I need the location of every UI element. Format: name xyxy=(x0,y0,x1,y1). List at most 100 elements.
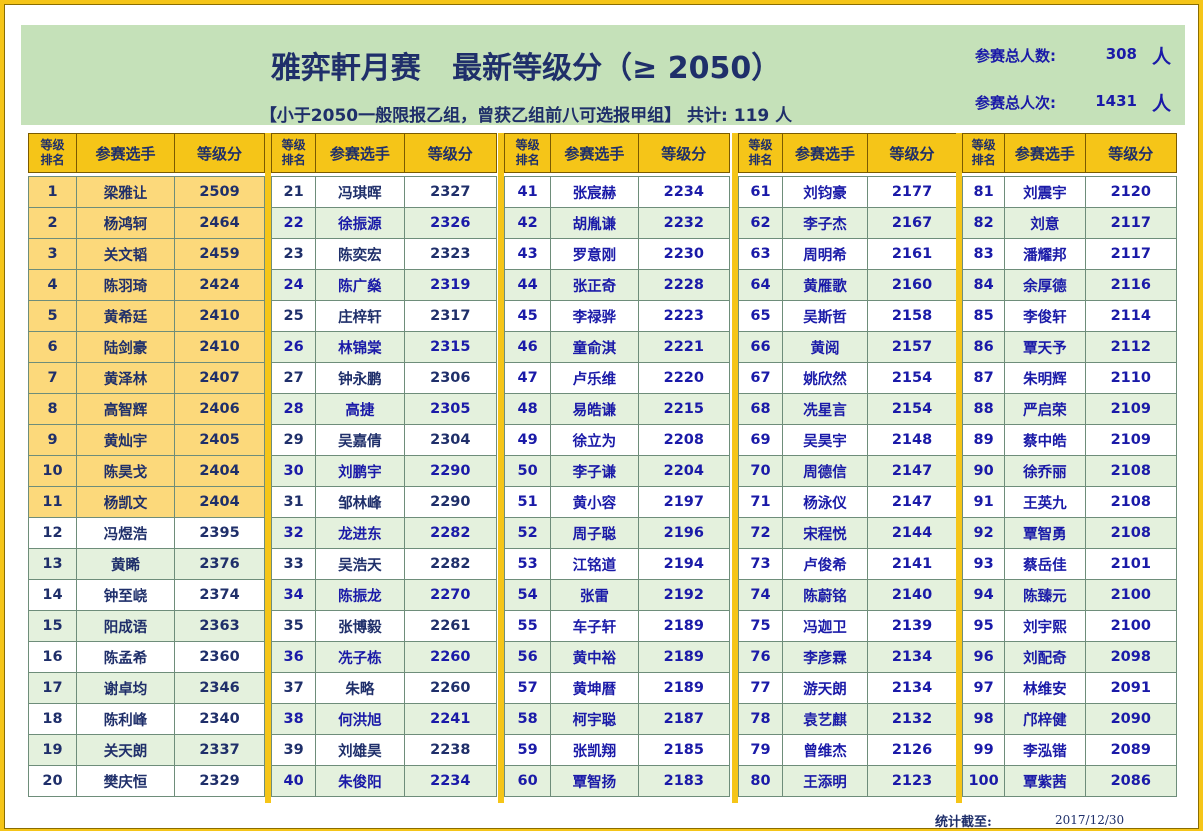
table-row: 71 杨泳仪 2147 xyxy=(738,486,957,518)
player-name-cell: 关天朗 xyxy=(76,734,175,766)
table-header-row: 等级 排名 参赛选手 等级分 xyxy=(503,133,731,173)
ranking-column-1: 等级 排名 参赛选手 等级分 1 梁雅让 2509 2 杨鸿轲 2464 3 关文韬 2459 4 陈羽琦 2… xyxy=(28,133,265,797)
rating-cell: 2160 xyxy=(867,269,957,301)
rating-cell: 2086 xyxy=(1084,765,1178,797)
rank-cell: 34 xyxy=(270,579,317,611)
table-row: 21 冯琪晖 2327 xyxy=(270,176,498,208)
rank-cell: 30 xyxy=(270,455,317,487)
rating-cell: 2189 xyxy=(637,672,731,704)
player-name-cell: 邝梓健 xyxy=(1004,703,1086,735)
rating-cell: 2306 xyxy=(403,362,498,394)
rating-cell: 2110 xyxy=(1084,362,1178,394)
rank-cell: 56 xyxy=(503,641,552,673)
ranking-table: 等级 排名 参赛选手 等级分 21 冯琪晖 2327 22 徐振源 2326 23 陈奕宏 2323 24… xyxy=(270,133,498,797)
player-name-cell: 冼星言 xyxy=(782,393,868,425)
player-name-cell: 冯煜浩 xyxy=(76,517,175,549)
table-row: 43 罗意刚 2230 xyxy=(503,238,731,270)
rank-cell: 44 xyxy=(503,269,552,301)
player-name-cell: 林锦棠 xyxy=(315,331,405,363)
rank-cell: 23 xyxy=(270,238,317,270)
ranking-table: 等级 排名 参赛选手 等级分 1 梁雅让 2509 2 杨鸿轲 2464 3 关文韬 2459 4 陈羽琦 2… xyxy=(28,133,265,797)
rating-cell: 2337 xyxy=(174,734,265,766)
table-row: 35 张博毅 2261 xyxy=(270,610,498,642)
player-name-cell: 张宸赫 xyxy=(550,176,639,208)
rank-cell: 5 xyxy=(28,300,77,332)
rating-cell: 2090 xyxy=(1084,703,1178,735)
table-row: 45 李禄骅 2223 xyxy=(503,300,731,332)
header-spacer xyxy=(504,172,730,177)
player-name-cell: 易皓谦 xyxy=(550,393,639,425)
table-row: 58 柯宇聪 2187 xyxy=(503,703,731,735)
table-row: 97 林维安 2091 xyxy=(961,672,1178,704)
player-name-cell: 童俞淇 xyxy=(550,331,639,363)
rating-cell: 2395 xyxy=(174,517,265,549)
rating-cell: 2161 xyxy=(867,238,957,270)
table-row: 83 潘耀邦 2117 xyxy=(961,238,1178,270)
rank-cell: 45 xyxy=(503,300,552,332)
rank-cell: 92 xyxy=(961,517,1006,549)
table-row: 10 陈昊戈 2404 xyxy=(28,455,265,487)
rank-cell: 83 xyxy=(961,238,1006,270)
table-row: 62 李子杰 2167 xyxy=(738,207,957,239)
rank-cell: 42 xyxy=(503,207,552,239)
table-row: 37 朱略 2260 xyxy=(270,672,498,704)
table-row: 34 陈振龙 2270 xyxy=(270,579,498,611)
rank-cell: 80 xyxy=(738,765,783,797)
player-name-cell: 李俊轩 xyxy=(1004,300,1086,332)
rank-cell: 18 xyxy=(28,703,77,735)
player-name-cell: 朱明辉 xyxy=(1004,362,1086,394)
rating-cell: 2410 xyxy=(174,331,265,363)
rating-cell: 2282 xyxy=(403,517,498,549)
rating-cell: 2167 xyxy=(867,207,957,239)
rating-cell: 2141 xyxy=(867,548,957,580)
rating-cell: 2363 xyxy=(174,610,265,642)
player-name-cell: 周德信 xyxy=(782,455,868,487)
rank-cell: 14 xyxy=(28,579,77,611)
table-row: 78 袁艺麒 2132 xyxy=(738,703,957,735)
rating-header: 等级分 xyxy=(1084,133,1178,173)
table-row: 52 周子聪 2196 xyxy=(503,517,731,549)
rank-cell: 88 xyxy=(961,393,1006,425)
rank-cell: 58 xyxy=(503,703,552,735)
rating-cell: 2101 xyxy=(1084,548,1178,580)
table-row: 54 张雷 2192 xyxy=(503,579,731,611)
rating-cell: 2189 xyxy=(637,610,731,642)
rating-cell: 2132 xyxy=(867,703,957,735)
table-row: 88 严启荣 2109 xyxy=(961,393,1178,425)
player-header: 参赛选手 xyxy=(315,133,405,173)
rank-cell: 64 xyxy=(738,269,783,301)
rating-cell: 2098 xyxy=(1084,641,1178,673)
table-row: 23 陈奕宏 2323 xyxy=(270,238,498,270)
player-name-cell: 蔡岳佳 xyxy=(1004,548,1086,580)
player-name-cell: 黄中裕 xyxy=(550,641,639,673)
ranking-column-4: 等级 排名 参赛选手 等级分 61 刘钧豪 2177 62 李子杰 2167 63 周明希 2161 64… xyxy=(738,133,957,797)
table-header-row: 等级 排名 参赛选手 等级分 xyxy=(28,133,265,173)
table-row: 59 张凯翔 2185 xyxy=(503,734,731,766)
rating-cell: 2327 xyxy=(403,176,498,208)
table-row: 40 朱俊阳 2234 xyxy=(270,765,498,797)
table-row: 82 刘意 2117 xyxy=(961,207,1178,239)
rank-header-line1: 等级 xyxy=(40,138,65,152)
table-row: 8 高智辉 2406 xyxy=(28,393,265,425)
table-row: 17 谢卓均 2346 xyxy=(28,672,265,704)
rating-cell: 2177 xyxy=(867,176,957,208)
rating-cell: 2112 xyxy=(1084,331,1178,363)
player-name-cell: 吴嘉倩 xyxy=(315,424,405,456)
table-row: 75 冯迦卫 2139 xyxy=(738,610,957,642)
player-name-cell: 吴斯哲 xyxy=(782,300,868,332)
rank-cell: 43 xyxy=(503,238,552,270)
rank-cell: 25 xyxy=(270,300,317,332)
rating-cell: 2192 xyxy=(637,579,731,611)
rank-cell: 57 xyxy=(503,672,552,704)
rank-cell: 37 xyxy=(270,672,317,704)
player-name-cell: 李子谦 xyxy=(550,455,639,487)
table-row: 5 黄希廷 2410 xyxy=(28,300,265,332)
player-name-cell: 卢俊希 xyxy=(782,548,868,580)
player-name-cell: 樊庆恒 xyxy=(76,765,175,797)
table-row: 53 江铭道 2194 xyxy=(503,548,731,580)
table-row: 11 杨凯文 2404 xyxy=(28,486,265,518)
rank-header-line1: 等级 xyxy=(281,138,306,152)
table-row: 48 易皓谦 2215 xyxy=(503,393,731,425)
player-name-cell: 黄泽林 xyxy=(76,362,175,394)
rating-cell: 2329 xyxy=(174,765,265,797)
